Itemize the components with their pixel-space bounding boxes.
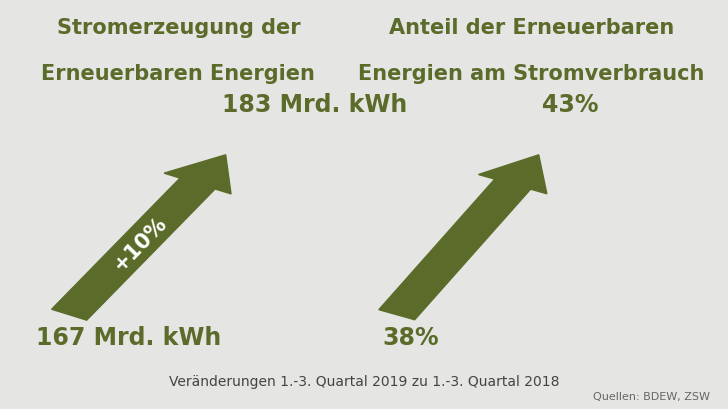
Text: 167 Mrd. kWh: 167 Mrd. kWh xyxy=(36,325,221,349)
Text: Quellen: BDEW, ZSW: Quellen: BDEW, ZSW xyxy=(593,391,710,401)
Text: 183 Mrd. kWh: 183 Mrd. kWh xyxy=(222,92,407,117)
FancyArrow shape xyxy=(379,155,547,320)
Text: +10%: +10% xyxy=(109,212,170,274)
Text: Energien am Stromverbrauch: Energien am Stromverbrauch xyxy=(358,63,705,83)
Text: Veränderungen 1.-3. Quartal 2019 zu 1.-3. Quartal 2018: Veränderungen 1.-3. Quartal 2019 zu 1.-3… xyxy=(169,374,559,388)
Text: Erneuerbaren Energien: Erneuerbaren Energien xyxy=(41,63,315,83)
Text: 43%: 43% xyxy=(542,92,599,117)
Text: Anteil der Erneuerbaren: Anteil der Erneuerbaren xyxy=(389,18,674,38)
Text: Stromerzeugung der: Stromerzeugung der xyxy=(57,18,300,38)
FancyArrow shape xyxy=(52,155,231,320)
Text: 38%: 38% xyxy=(382,325,439,349)
